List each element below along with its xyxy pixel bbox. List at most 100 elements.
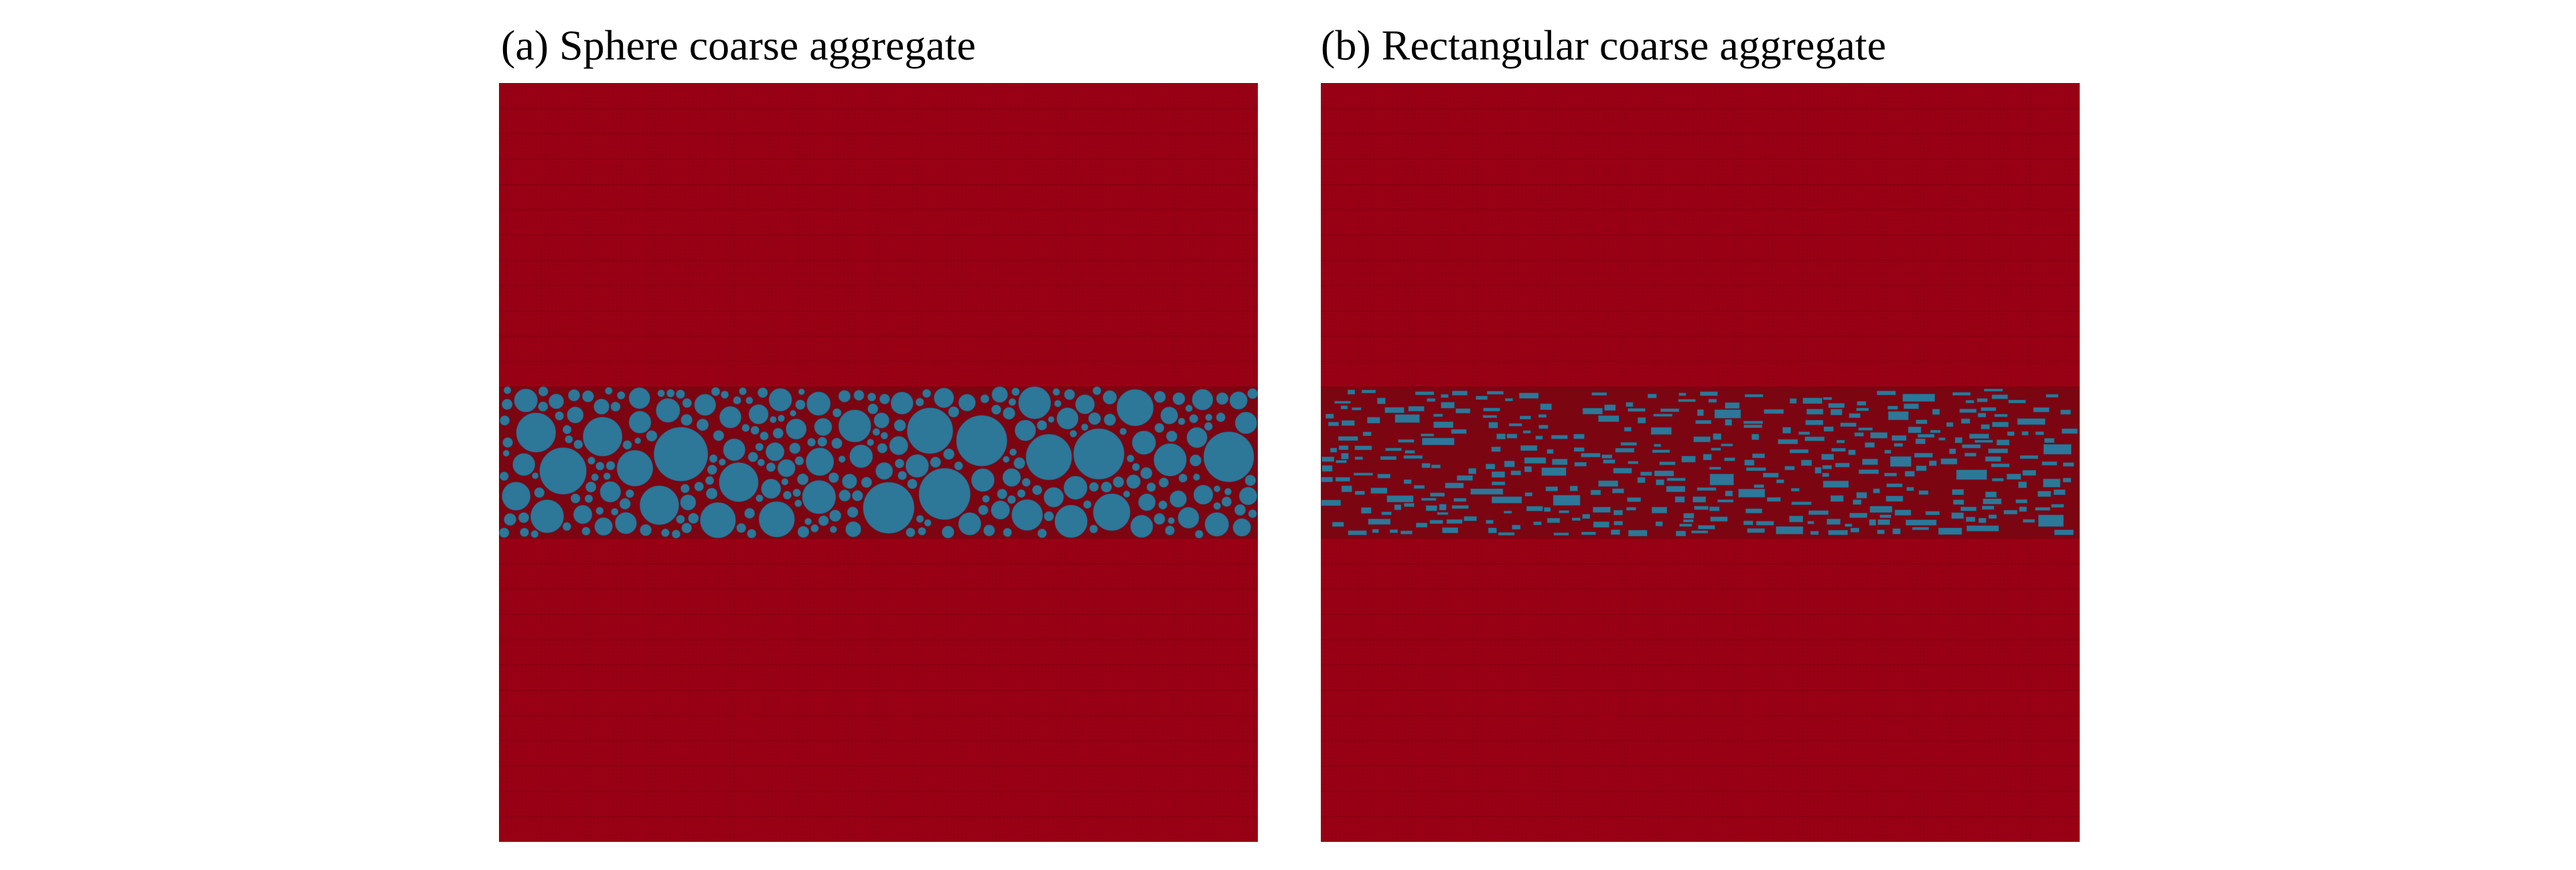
sphere-aggregate-particle (1056, 407, 1079, 430)
sphere-aggregate-particle (934, 388, 954, 409)
rectangular-aggregate-particle (2007, 474, 2021, 480)
rectangular-aggregate-particle (1801, 459, 1812, 466)
rectangular-aggregate-particle (1522, 430, 1531, 434)
sphere-aggregate-particle (1014, 419, 1036, 441)
sphere-aggregate-particle (1224, 488, 1232, 496)
sphere-aggregate-particle (758, 501, 795, 538)
sphere-aggregate-particle (688, 512, 699, 524)
sphere-aggregate-particle (794, 500, 802, 508)
sphere-aggregate-particle (705, 488, 718, 500)
rectangular-aggregate-particle (1335, 477, 1350, 482)
rectangular-aggregate-particle (1854, 432, 1864, 437)
sphere-aggregate-particle (1154, 423, 1165, 433)
sphere-aggregate-particle (758, 387, 768, 398)
rectangular-aggregate-particle (1887, 406, 1898, 410)
sphere-aggregate-particle (829, 526, 837, 533)
rectangular-aggregate-particle (1782, 427, 1791, 434)
rectangular-aggregate-particle (1496, 433, 1506, 439)
sphere-aggregate-particle (1204, 512, 1229, 537)
sphere-aggregate-particle (1013, 457, 1025, 469)
sphere-aggregate-particle (520, 528, 529, 537)
sphere-aggregate-particle (877, 443, 887, 453)
rectangular-aggregate-particle (1679, 523, 1693, 527)
sphere-aggregate-particle (622, 440, 632, 450)
rectangular-aggregate-particle (1918, 434, 1935, 438)
sphere-aggregate-particle (890, 392, 914, 415)
sphere-aggregate-particle (872, 428, 880, 436)
sphere-aggregate-particle (681, 522, 693, 534)
sphere-aggregate-particle (1032, 485, 1043, 496)
rectangular-aggregate-particle (1340, 405, 1348, 410)
rectangular-aggregate-particle (2063, 462, 2074, 467)
sphere-aggregate-particle (628, 387, 650, 409)
sphere-aggregate-particle (719, 406, 741, 429)
sphere-aggregate-particle (956, 415, 1007, 467)
sphere-aggregate-particle (585, 481, 597, 493)
rectangular-aggregate-particle (1627, 497, 1641, 502)
sphere-aggregate-particle (1213, 485, 1221, 493)
rectangular-aggregate-particle (1975, 439, 1993, 443)
sphere-aggregate-particle (1123, 490, 1131, 498)
rectangular-aggregate-particle (1918, 490, 1929, 495)
rectangular-aggregate-particle (1640, 472, 1652, 476)
sphere-aggregate-particle (682, 398, 692, 408)
rectangular-aggregate-particle (1960, 506, 1977, 512)
rectangular-aggregate-particle (1492, 481, 1506, 486)
rectangular-aggregate-particle (1446, 519, 1463, 524)
sphere-aggregate-particle (640, 524, 652, 536)
sphere-aggregate-particle (562, 522, 571, 531)
sphere-aggregate-particle (538, 386, 549, 396)
sphere-aggregate-particle (1216, 392, 1229, 405)
sphere-aggregate-particle (676, 514, 685, 524)
sphere-aggregate-particle (792, 488, 801, 497)
sphere-aggregate-particle (1247, 388, 1258, 399)
sphere-aggregate-particle (847, 506, 859, 518)
rectangular-aggregate-particle (1620, 442, 1637, 446)
sphere-aggregate-particle (565, 435, 573, 443)
rectangular-aggregate-particle (1912, 526, 1929, 530)
rectangular-aggregate-particle (1405, 450, 1415, 454)
rectangular-aggregate-particle (1904, 403, 1919, 409)
sphere-aggregate-particle (797, 526, 810, 538)
rectangular-aggregate-particle (1408, 406, 1425, 412)
sphere-aggregate-particle (1021, 478, 1031, 487)
rectangular-aggregate-particle (1545, 486, 1558, 492)
sphere-aggregate-particle (1229, 391, 1248, 410)
rectangular-aggregate-particle (1966, 516, 1976, 522)
rectangular-aggregate-particle (1656, 479, 1664, 486)
rectangular-aggregate-particle (1725, 419, 1732, 426)
sphere-aggregate-particle (504, 513, 516, 526)
sphere-aggregates (499, 386, 1258, 538)
sphere-aggregate-particle (1089, 524, 1098, 534)
panel-b-title: (b) Rectangular coarse aggregate (1321, 21, 1886, 69)
rectangular-aggregate-particle (2054, 489, 2066, 496)
sphere-aggregate-particle (681, 414, 693, 426)
sphere-aggregate-particle (853, 390, 865, 401)
rectangular-aggregate-particle (1822, 473, 1829, 478)
sphere-aggregate-particle (991, 405, 1001, 415)
rectangular-aggregate-particle (1830, 495, 1844, 502)
rectangular-aggregate-particle (1593, 521, 1609, 528)
rectangular-aggregate-particle (1354, 445, 1372, 450)
sphere-aggregate-particle (1177, 417, 1186, 425)
sphere-aggregate-particle (680, 494, 697, 511)
sphere-aggregate-particle (805, 447, 835, 476)
sphere-aggregate-particle (584, 494, 593, 503)
sphere-aggregate-particle (770, 416, 777, 423)
rectangular-aggregate-particle (1591, 392, 1607, 396)
sphere-aggregate-particle (1172, 392, 1186, 405)
rectangular-aggregate-particle (1384, 407, 1405, 413)
sphere-aggregate-particle (893, 419, 906, 432)
rectangular-aggregate-particle (1380, 456, 1397, 460)
rectangular-aggregate-particle (1840, 423, 1857, 427)
rectangular-aggregate-mesh-figure (1321, 83, 2080, 842)
rectangular-aggregate-particle (1932, 409, 1940, 415)
rectangular-aggregate-particle (1430, 492, 1445, 497)
rectangular-aggregate-particle (2062, 428, 2078, 434)
rectangular-aggregate-particle (1377, 397, 1386, 405)
rectangular-aggregate-particle (1613, 510, 1623, 516)
sphere-aggregate-particle (733, 396, 741, 405)
rectangular-aggregates (1321, 388, 2078, 536)
rectangular-aggregate-particle (1904, 471, 1915, 477)
rectangular-aggregate-particle (1894, 510, 1912, 516)
